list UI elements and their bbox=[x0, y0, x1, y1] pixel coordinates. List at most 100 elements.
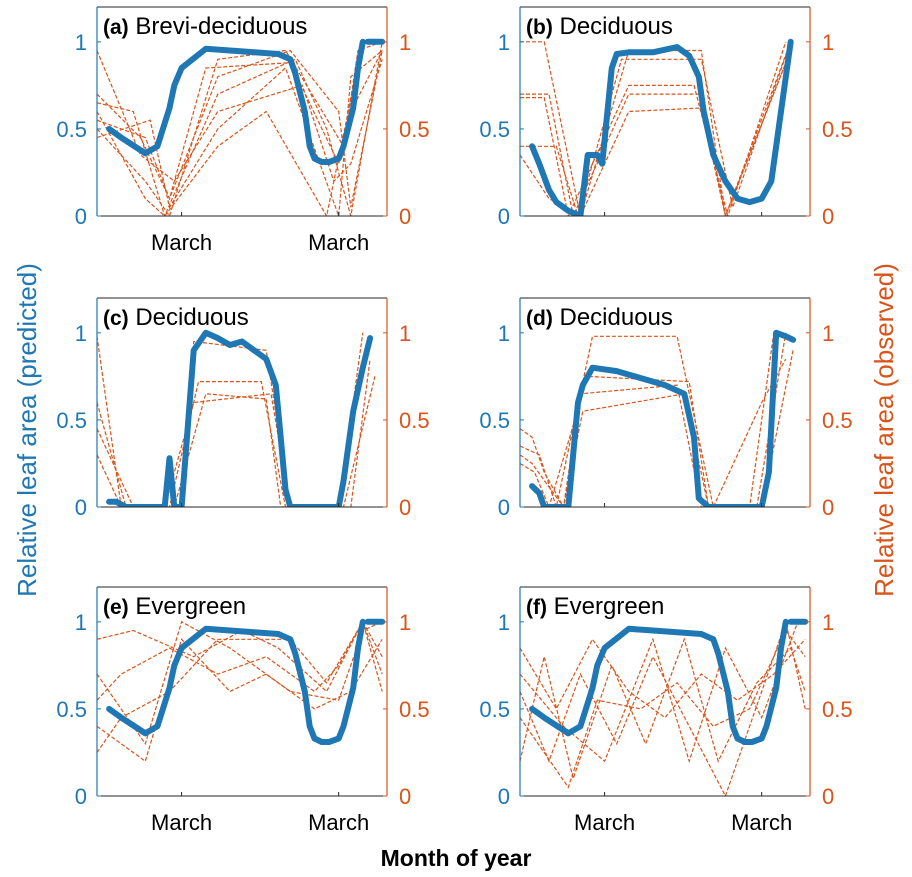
observed-series-line bbox=[520, 332, 787, 507]
panel-title: (d) Deciduous bbox=[526, 304, 673, 331]
y-tick-right-label: 0 bbox=[399, 784, 411, 809]
observed-series-line bbox=[97, 41, 383, 216]
y-tick-right-label: 1 bbox=[399, 610, 411, 635]
y-tick-right-label: 1 bbox=[399, 321, 411, 346]
y-tick-left-label: 0.5 bbox=[56, 408, 87, 433]
y-axis-right-label: Relative leaf area (observed) bbox=[869, 263, 899, 597]
y-tick-right-label: 0.5 bbox=[399, 408, 430, 433]
plot-area bbox=[520, 618, 809, 796]
observed-series-line bbox=[97, 49, 383, 208]
observed-series-line bbox=[97, 50, 383, 216]
panel-title-text: Deciduous bbox=[553, 13, 673, 40]
panel-title-text: Evergreen bbox=[129, 593, 246, 620]
y-tick-left-label: 1 bbox=[498, 321, 510, 346]
y-tick-right-label: 0 bbox=[399, 495, 411, 520]
plot-area bbox=[97, 38, 386, 216]
y-tick-right-label: 0 bbox=[822, 784, 834, 809]
plot-area bbox=[97, 618, 386, 763]
panel-a: 0 0.5 1 0 0.5 1 March March (a) Brevi-deciduous bbox=[56, 6, 430, 255]
observed-series-line bbox=[520, 621, 799, 764]
panel-tag: (f) bbox=[526, 596, 547, 619]
predicted-series-line bbox=[106, 618, 366, 745]
y-tick-left-label: 0 bbox=[498, 204, 510, 229]
y-tick-left-label: 1 bbox=[75, 321, 87, 346]
y-axis-left-label: Relative leaf area (predicted) bbox=[12, 263, 42, 597]
observed-series-line bbox=[97, 41, 383, 216]
observed-series-line bbox=[97, 620, 383, 753]
predicted-series-line bbox=[529, 329, 797, 507]
y-tick-right-label: 1 bbox=[822, 30, 834, 55]
y-tick-left-label: 0 bbox=[75, 495, 87, 520]
predicted-series-line bbox=[529, 38, 794, 216]
y-tick-right-label: 1 bbox=[399, 30, 411, 55]
y-tick-left-label: 0.5 bbox=[56, 697, 87, 722]
y-tick-left-label: 1 bbox=[498, 30, 510, 55]
observed-series-line bbox=[97, 41, 383, 216]
plot-area bbox=[97, 329, 376, 507]
x-tick-label: March bbox=[151, 810, 212, 835]
y-tick-left-label: 0 bbox=[75, 204, 87, 229]
y-tick-left-label: 1 bbox=[75, 610, 87, 635]
panel-tag: (b) bbox=[526, 16, 553, 39]
x-tick-label: March bbox=[731, 810, 792, 835]
y-tick-left-label: 0.5 bbox=[479, 697, 510, 722]
panel-tag: (c) bbox=[103, 307, 129, 330]
observed-series-line bbox=[520, 41, 787, 216]
x-axis-label: Month of year bbox=[381, 845, 532, 871]
panel-tag: (d) bbox=[526, 307, 553, 330]
predicted-series-line bbox=[529, 618, 789, 745]
x-tick-label: March bbox=[308, 810, 369, 835]
panel-d: 0 0.5 1 0 0.5 1 (d) Deciduous bbox=[479, 297, 853, 520]
x-tick-label: March bbox=[151, 230, 212, 255]
observed-series-line bbox=[520, 350, 794, 507]
y-tick-right-label: 0.5 bbox=[822, 117, 853, 142]
observed-series-line bbox=[97, 620, 383, 693]
y-tick-left-label: 0 bbox=[75, 784, 87, 809]
observed-series-line bbox=[97, 341, 369, 507]
y-tick-left-label: 0.5 bbox=[56, 117, 87, 142]
observed-series-line bbox=[520, 638, 806, 719]
y-tick-right-label: 1 bbox=[822, 321, 834, 346]
panel-title-text: Evergreen bbox=[547, 593, 664, 620]
panel-tag: (e) bbox=[103, 596, 129, 619]
y-tick-left-label: 1 bbox=[498, 610, 510, 635]
panel-title-text: Deciduous bbox=[129, 304, 249, 331]
panel-title: (e) Evergreen bbox=[103, 593, 246, 620]
observed-series-line bbox=[97, 638, 383, 763]
panel-title: (a) Brevi-deciduous bbox=[103, 13, 307, 40]
y-tick-right-label: 1 bbox=[822, 610, 834, 635]
plot-area bbox=[520, 38, 794, 216]
observed-series-line bbox=[520, 637, 806, 781]
y-tick-right-label: 0.5 bbox=[822, 408, 853, 433]
y-tick-left-label: 1 bbox=[75, 30, 87, 55]
observed-series-line bbox=[520, 335, 787, 507]
panel-title-text: Brevi-deciduous bbox=[129, 13, 308, 40]
plot-area bbox=[520, 329, 797, 507]
y-tick-right-label: 0 bbox=[822, 204, 834, 229]
observed-series-line bbox=[520, 41, 792, 216]
panel-b: 0 0.5 1 0 0.5 1 (b) Deciduous bbox=[479, 6, 853, 229]
observed-series-line bbox=[520, 331, 794, 507]
y-tick-right-label: 0.5 bbox=[399, 697, 430, 722]
observed-series-line bbox=[97, 332, 364, 507]
y-tick-left-label: 0.5 bbox=[479, 408, 510, 433]
observed-series-line bbox=[520, 50, 792, 216]
panel-e: 0 0.5 1 0 0.5 1 March March (e) Evergreen bbox=[56, 586, 430, 835]
predicted-series-line bbox=[106, 38, 366, 165]
observed-series-line bbox=[520, 41, 792, 216]
panel-title: (b) Deciduous bbox=[526, 13, 673, 40]
y-tick-right-label: 0 bbox=[822, 495, 834, 520]
observed-series-line bbox=[97, 358, 371, 507]
panel-tag: (a) bbox=[103, 16, 129, 39]
y-tick-right-label: 0.5 bbox=[822, 697, 853, 722]
predicted-series-line bbox=[106, 329, 374, 507]
x-tick-label: March bbox=[308, 230, 369, 255]
panel-title: (c) Deciduous bbox=[103, 304, 249, 331]
observed-series-line bbox=[97, 376, 376, 507]
x-tick-label: March bbox=[574, 810, 635, 835]
panel-title: (f) Evergreen bbox=[526, 593, 664, 620]
y-tick-left-label: 0 bbox=[498, 784, 510, 809]
panel-f: 0 0.5 1 0 0.5 1 March March (f) Evergreen bbox=[479, 586, 853, 835]
observed-series-line bbox=[520, 619, 806, 796]
